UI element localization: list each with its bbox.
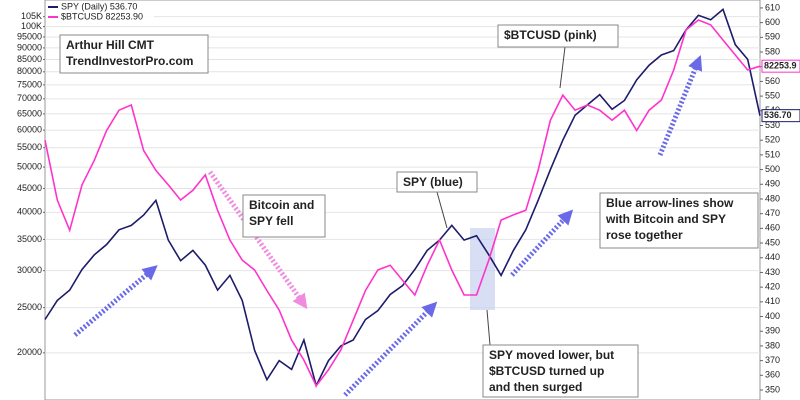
y2-tick-label: 500 [765,164,780,174]
y2-tick-label: 550 [765,90,780,100]
y2-tick-label: 560 [765,76,780,86]
annotation-box [396,171,478,193]
annotation-text: TrendInvestorPro.com [66,54,193,68]
annotation-text: Bitcoin and [249,198,314,212]
y-tick-label: 70000 [17,93,42,103]
series-line [44,8,761,388]
annotation-text: Arthur Hill CMT [66,38,155,52]
legend-label: $BTCUSD 82253.90 [61,11,143,21]
last-value-label: 82253.9 [764,61,797,71]
annotation-box [599,192,759,249]
pointer [486,309,491,346]
y-tick-label: 105K [21,11,42,21]
y2-tick-label: 360 [765,370,780,380]
annotation-text: SPY moved lower, but [489,348,614,362]
y2-tick-label: 610 [765,2,780,12]
y-tick-label: 30000 [17,265,42,275]
y-tick-label: 40000 [17,207,42,217]
y2-tick-label: 480 [765,193,780,203]
y-tick-label: 20000 [17,347,42,357]
y2-tick-label: 470 [765,208,780,218]
y2-tick-label: 490 [765,179,780,189]
y-tick-label: 95000 [17,31,42,41]
annotation-box [242,194,326,238]
y2-tick-label: 600 [765,17,780,27]
y-tick-label: 90000 [17,42,42,52]
highlight-zone [470,228,495,310]
y2-tick-label: 420 [765,282,780,292]
legend-label: SPY (Daily) 536.70 [61,1,137,11]
annotation-text: $BTCUSD (pink) [504,28,597,42]
y-tick-label: 60000 [17,125,42,135]
arrow [73,265,158,337]
y2-tick-label: 580 [765,46,780,56]
y2-tick-label: 510 [765,149,780,159]
annotation-box [482,344,639,398]
y2-tick-label: 430 [765,267,780,277]
y2-tick-label: 460 [765,223,780,233]
y2-tick-label: 530 [765,120,780,130]
callout-pointers [436,46,566,346]
y-tick-label: 25000 [17,302,42,312]
last-value-badge [761,109,800,123]
y2-tick-label: 440 [765,252,780,262]
y2-tick-label: 390 [765,326,780,336]
y2-tick-label: 520 [765,135,780,145]
last-value-badge [761,59,800,73]
y-tick-label: 35000 [17,234,42,244]
y2-tick-label: 410 [765,296,780,306]
y-tick-label: 100K [21,21,42,31]
arrow [657,55,703,156]
annotation-text: Blue arrow-lines show [606,196,734,210]
y2-tick-label: 380 [765,340,780,350]
y-tick-label: 80000 [17,66,42,76]
legend-box [46,1,154,23]
y-tick-label: 45000 [17,183,42,193]
y2-tick-label: 370 [765,355,780,365]
y-tick-label: 50000 [17,161,42,171]
series-line [44,19,761,388]
pointer [559,46,566,89]
y-tick-label: 55000 [17,142,42,152]
y2-tick-label: 450 [765,237,780,247]
annotation-text: $BTCUSD turned up [489,364,604,378]
arrow [343,301,438,397]
y2-tick-label: 350 [765,384,780,394]
annotation-text: SPY (blue) [403,175,463,189]
y2-tick-label: 400 [765,311,780,321]
annotation-text: with Bitcoin and SPY [605,212,726,226]
annotation-text: and then surged [489,380,582,394]
y-tick-label: 75000 [17,79,42,89]
last-value-label: 536.70 [764,110,792,120]
y2-tick-label: 590 [765,32,780,42]
y-tick-label: 85000 [17,54,42,64]
annotation-text: rose together [606,228,683,242]
y-tick-label: 65000 [17,108,42,118]
arrow [510,209,574,277]
annotation-text: SPY fell [249,214,293,228]
annotation-box [497,24,619,48]
pointer [436,191,448,229]
annotation-box [59,34,209,74]
